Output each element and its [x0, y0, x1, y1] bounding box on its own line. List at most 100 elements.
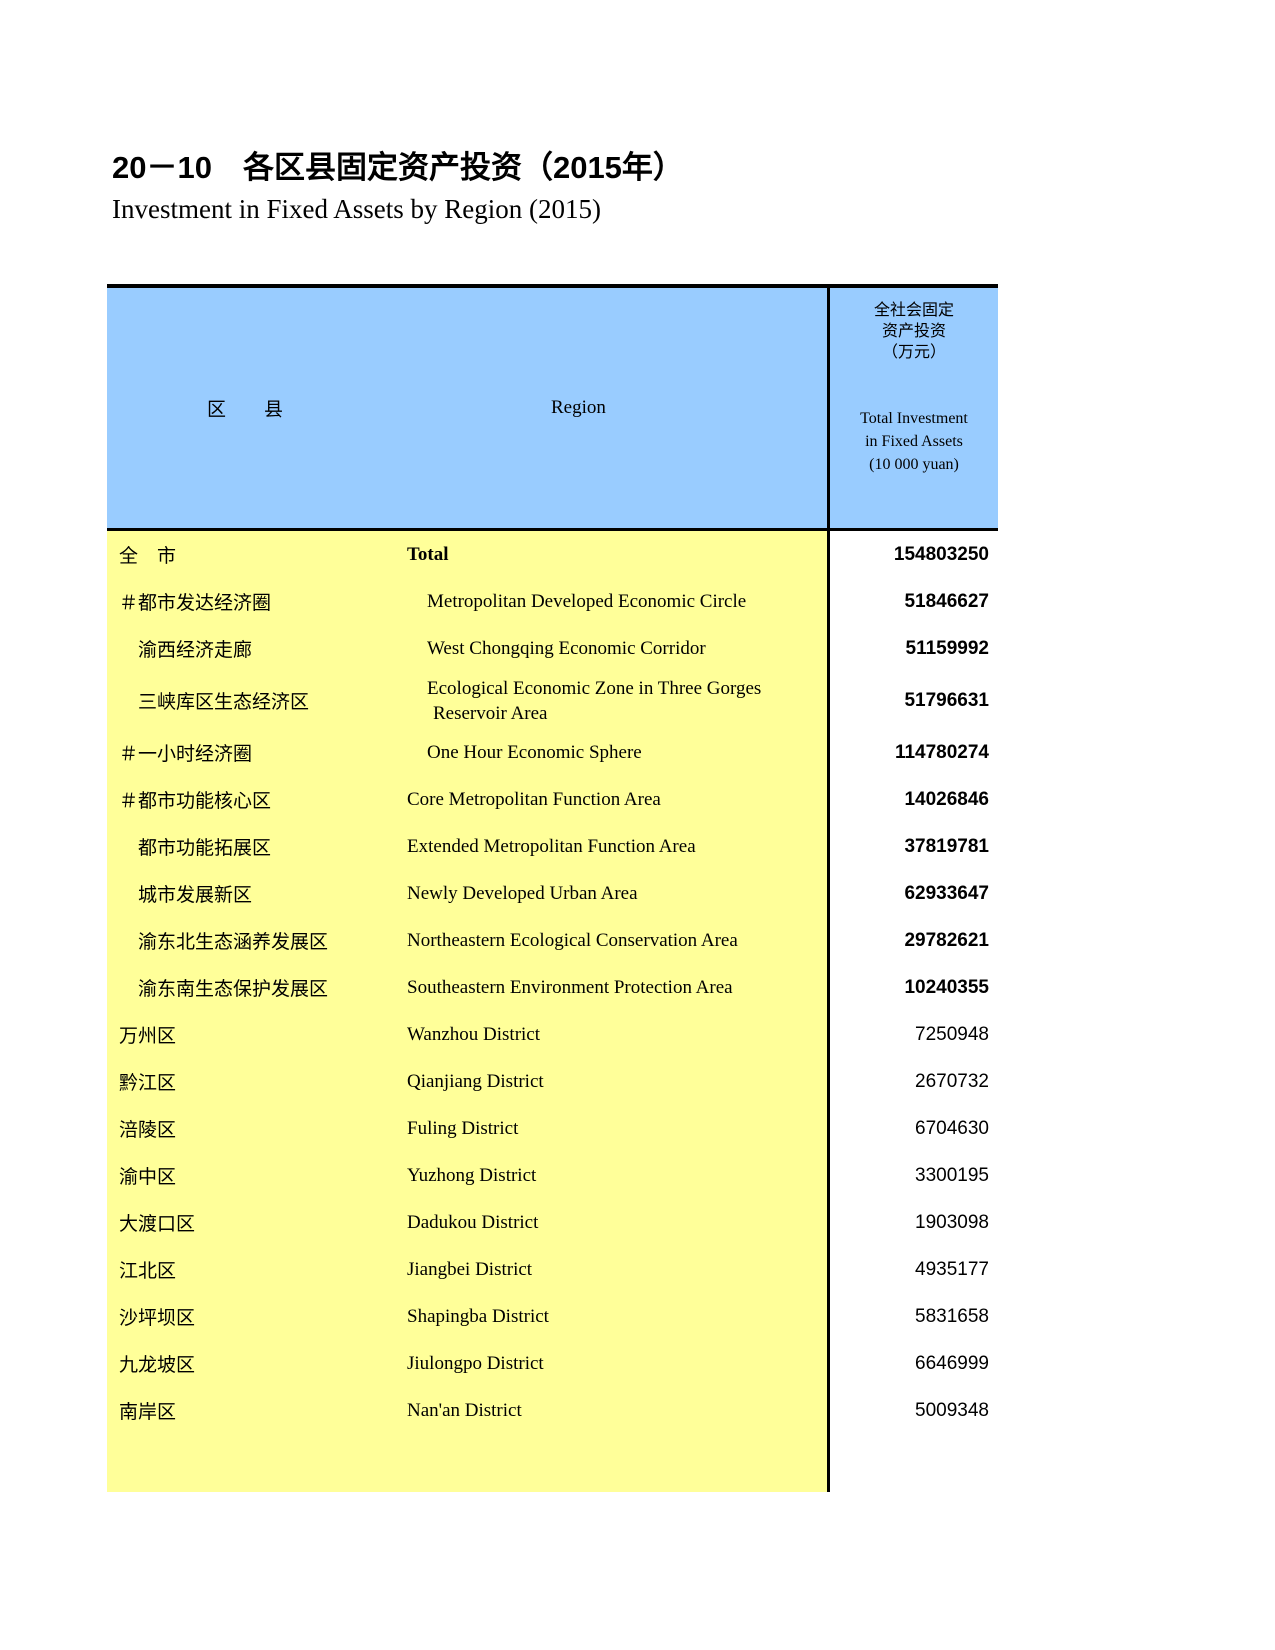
region-name-en: Northeastern Ecological Conservation Are… — [407, 917, 827, 964]
region-name-zh: 涪陵区 — [107, 1105, 407, 1152]
region-name-zh: ＃一小时经济圈 — [107, 729, 407, 776]
table-body: 全 市 Total 154803250 ＃都市发达经济圈 Metropolita… — [107, 531, 998, 1492]
region-name-zh: 江北区 — [107, 1246, 407, 1293]
investment-value: 51796631 — [827, 672, 998, 729]
region-name-en: West Chongqing Economic Corridor — [407, 625, 827, 672]
header-region-cell: 区 县 Region — [107, 288, 827, 528]
table-row: 城市发展新区 Newly Developed Urban Area 629336… — [107, 870, 998, 917]
region-name-zh: 渝东北生态涵养发展区 — [107, 917, 407, 964]
table-row: ＃都市发达经济圈 Metropolitan Developed Economic… — [107, 578, 998, 625]
header-region-label-zh: 区 县 — [207, 399, 284, 421]
region-name-en: One Hour Economic Sphere — [407, 729, 827, 776]
region-name-zh: 万州区 — [107, 1011, 407, 1058]
investment-table: 区 县 Region 全社会固定 资产投资 （万元） Total Investm… — [107, 284, 998, 1492]
region-name-en: Qianjiang District — [407, 1058, 827, 1105]
header-value-cell: 全社会固定 资产投资 （万元） Total Investment in Fixe… — [827, 288, 998, 528]
header-value-label-en: Total Investment in Fixed Assets (10 000… — [830, 407, 998, 476]
investment-value: 62933647 — [827, 870, 998, 917]
region-name-en: Jiulongpo District — [407, 1340, 827, 1387]
table-row: ＃都市功能核心区 Core Metropolitan Function Area… — [107, 776, 998, 823]
page-title-en: Investment in Fixed Assets by Region (20… — [112, 194, 601, 224]
investment-value: 51159992 — [827, 625, 998, 672]
region-name-en-line1: Ecological Economic Zone in Three Gorges — [427, 677, 762, 699]
table-row-empty — [107, 1434, 998, 1492]
region-name-en-line2: Reservoir Area — [433, 702, 548, 724]
investment-value: 154803250 — [827, 531, 998, 578]
table-row: 江北区 Jiangbei District 4935177 — [107, 1246, 998, 1293]
investment-value: 37819781 — [827, 823, 998, 870]
region-name-zh: 全 市 — [107, 531, 407, 578]
header-value-zh-line3: （万元） — [881, 344, 946, 361]
region-name-en: Dadukou District — [407, 1199, 827, 1246]
page-title-zh: 20－10 各区县固定资产投资（2015年） — [112, 150, 684, 185]
empty-cell — [107, 1434, 407, 1492]
table-row: 万州区 Wanzhou District 7250948 — [107, 1011, 998, 1058]
region-name-en: Shapingba District — [407, 1293, 827, 1340]
investment-value: 5009348 — [827, 1387, 998, 1434]
table-row: ＃一小时经济圈 One Hour Economic Sphere 1147802… — [107, 729, 998, 776]
region-name-en: Newly Developed Urban Area — [407, 870, 827, 917]
region-name-en: Extended Metropolitan Function Area — [407, 823, 827, 870]
region-name-en: Jiangbei District — [407, 1246, 827, 1293]
header-value-en-line3: (10 000 yuan) — [869, 456, 959, 473]
table-row: 渝东南生态保护发展区 Southeastern Environment Prot… — [107, 964, 998, 1011]
investment-value: 1903098 — [827, 1199, 998, 1246]
region-name-zh: 三峡库区生态经济区 — [107, 672, 407, 729]
table-row: 渝东北生态涵养发展区 Northeastern Ecological Conse… — [107, 917, 998, 964]
investment-value: 3300195 — [827, 1152, 998, 1199]
investment-value: 10240355 — [827, 964, 998, 1011]
region-name-en: Metropolitan Developed Economic Circle — [407, 578, 827, 625]
header-value-label-zh: 全社会固定 资产投资 （万元） — [830, 300, 998, 363]
region-name-zh: 渝西经济走廊 — [107, 625, 407, 672]
region-name-en: Total — [407, 531, 827, 578]
table-row: 大渡口区 Dadukou District 1903098 — [107, 1199, 998, 1246]
table-row-total: 全 市 Total 154803250 — [107, 531, 998, 578]
region-name-zh: ＃都市功能核心区 — [107, 776, 407, 823]
header-value-en-line2: in Fixed Assets — [865, 433, 963, 450]
investment-value: 5831658 — [827, 1293, 998, 1340]
table-row: 渝西经济走廊 West Chongqing Economic Corridor … — [107, 625, 998, 672]
region-name-zh: 渝中区 — [107, 1152, 407, 1199]
region-name-en: Ecological Economic Zone in Three Gorges… — [407, 672, 827, 729]
investment-value: 2670732 — [827, 1058, 998, 1105]
region-name-en: Wanzhou District — [407, 1011, 827, 1058]
region-name-zh: 九龙坡区 — [107, 1340, 407, 1387]
header-region-label-en: Region — [551, 397, 606, 418]
header-value-zh-line1: 全社会固定 — [873, 302, 954, 319]
region-name-zh: 沙坪坝区 — [107, 1293, 407, 1340]
region-name-zh: 黔江区 — [107, 1058, 407, 1105]
region-name-zh: 城市发展新区 — [107, 870, 407, 917]
empty-cell — [407, 1434, 827, 1492]
investment-value: 6704630 — [827, 1105, 998, 1152]
table-row: 涪陵区 Fuling District 6704630 — [107, 1105, 998, 1152]
table-row: 渝中区 Yuzhong District 3300195 — [107, 1152, 998, 1199]
header-value-en-line1: Total Investment — [860, 410, 968, 427]
table-row: 南岸区 Nan'an District 5009348 — [107, 1387, 998, 1434]
table-header: 区 县 Region 全社会固定 资产投资 （万元） Total Investm… — [107, 288, 998, 531]
region-name-zh: 都市功能拓展区 — [107, 823, 407, 870]
investment-value: 29782621 — [827, 917, 998, 964]
region-name-zh: 南岸区 — [107, 1387, 407, 1434]
investment-value: 6646999 — [827, 1340, 998, 1387]
region-name-en: Southeastern Environment Protection Area — [407, 964, 827, 1011]
investment-value: 14026846 — [827, 776, 998, 823]
header-value-zh-line2: 资产投资 — [881, 323, 946, 340]
region-name-en: Core Metropolitan Function Area — [407, 776, 827, 823]
table-row: 九龙坡区 Jiulongpo District 6646999 — [107, 1340, 998, 1387]
investment-value: 51846627 — [827, 578, 998, 625]
region-name-en: Yuzhong District — [407, 1152, 827, 1199]
empty-cell — [827, 1434, 998, 1492]
table-row: 三峡库区生态经济区 Ecological Economic Zone in Th… — [107, 672, 998, 729]
table-row: 都市功能拓展区 Extended Metropolitan Function A… — [107, 823, 998, 870]
region-name-en: Nan'an District — [407, 1387, 827, 1434]
table-row: 沙坪坝区 Shapingba District 5831658 — [107, 1293, 998, 1340]
table-row: 黔江区 Qianjiang District 2670732 — [107, 1058, 998, 1105]
investment-value: 7250948 — [827, 1011, 998, 1058]
region-name-zh: 大渡口区 — [107, 1199, 407, 1246]
region-name-zh: ＃都市发达经济圈 — [107, 578, 407, 625]
investment-value: 114780274 — [827, 729, 998, 776]
region-name-en: Fuling District — [407, 1105, 827, 1152]
region-name-zh: 渝东南生态保护发展区 — [107, 964, 407, 1011]
investment-value: 4935177 — [827, 1246, 998, 1293]
